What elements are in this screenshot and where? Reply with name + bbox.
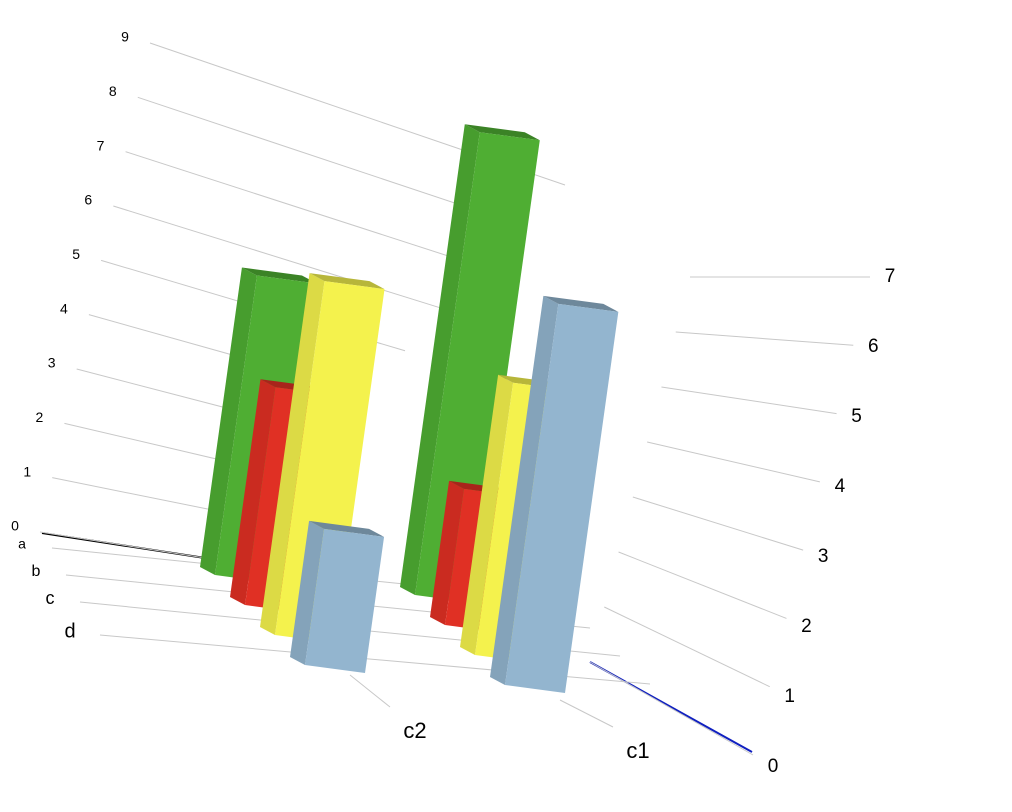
y-tick-label: 5: [72, 246, 80, 262]
grid-line: [661, 386, 837, 415]
grid-line: [113, 205, 446, 310]
bar-side: [230, 379, 276, 605]
grid-line: [125, 151, 486, 269]
y2-tick-label: 7: [885, 266, 896, 287]
x-tick-label: c1: [626, 738, 649, 763]
bar-top: [241, 267, 317, 284]
y-tick-label: 9: [121, 29, 129, 45]
bar-top: [309, 273, 385, 290]
bar: [505, 303, 619, 693]
y2-tick-label: 0: [768, 756, 779, 777]
y-tick-label: 6: [84, 192, 92, 208]
grid-line: [604, 606, 770, 688]
y2-tick-label: 3: [818, 546, 829, 567]
bar: [305, 528, 385, 673]
y-tick-label: 8: [109, 83, 117, 99]
bar-side: [290, 520, 325, 665]
grid-line: [589, 661, 754, 756]
bar-top: [309, 520, 385, 537]
series-label: a: [18, 536, 26, 552]
y2-tick-label: 4: [835, 476, 846, 497]
bar-side: [260, 273, 325, 635]
y2-tick-label: 6: [868, 336, 879, 357]
bar-side: [430, 480, 465, 625]
grid-line: [675, 331, 854, 346]
y2-tick-label: 2: [801, 616, 812, 637]
bar-top: [464, 124, 540, 141]
y-tick-label: 7: [97, 137, 105, 153]
grid-line: [647, 441, 820, 483]
y-tick-label: 4: [60, 300, 68, 316]
series-label: b: [32, 563, 41, 580]
x-tick-label: c2: [403, 718, 426, 743]
y-tick-label: 2: [36, 409, 44, 425]
grid-line: [618, 551, 787, 619]
grid-line: [39, 531, 206, 559]
y2-tick-label: 1: [784, 686, 795, 707]
bar-side: [490, 295, 559, 685]
series-label: d: [64, 620, 75, 642]
bar-side: [460, 374, 514, 655]
y-tick-label: 3: [48, 355, 56, 371]
grid-line: [632, 496, 804, 551]
bar: [415, 132, 540, 603]
bar-top: [543, 295, 619, 312]
bar-side: [200, 267, 257, 575]
grid-line: [559, 699, 614, 728]
y2-tick-label: 5: [851, 406, 862, 427]
y-tick-label: 1: [23, 463, 31, 479]
series-label: c: [46, 588, 55, 608]
y-tick-label: 0: [11, 518, 19, 534]
bar: [275, 281, 385, 643]
bar-side: [400, 124, 480, 595]
grid-line: [349, 674, 391, 708]
